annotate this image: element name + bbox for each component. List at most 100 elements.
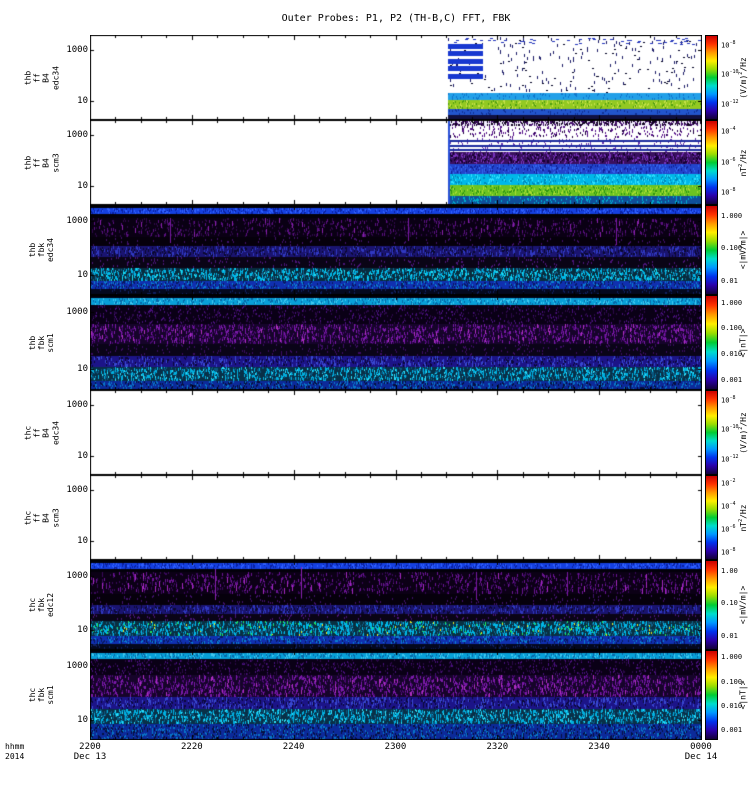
y-axis-label-thc-ff-B4-scm3: thc ff B4 scm3 [24, 475, 61, 560]
colorbar-tick-label: 0.001 [721, 726, 743, 735]
colorbar-thc-fbk-scm1 [705, 650, 718, 740]
colorbar-thb-ff-B4-edc34 [705, 35, 718, 120]
x-tick-label: 2220 [181, 742, 203, 752]
colorbar-tick-label: 0.01 [721, 276, 738, 285]
y-tick-label: 1000 [66, 485, 88, 496]
x-axis-labels: 2200 Dec 13 2220 2240 2300 2320 2340 0000 Dec 14 [0, 742, 750, 768]
y-axis-label-thc-fbk-scm1: thc fbk scm1 [28, 650, 56, 740]
y-tick-label: 10 [77, 536, 88, 547]
x-axis-corner-label: hhmm 2014 [5, 742, 25, 762]
y-tick-label: 10 [77, 96, 88, 107]
colorbar-tick-label: 10-4 [721, 126, 736, 136]
colorbar-unit-label: (V/m)2/Hz [735, 35, 750, 120]
y-tick-label: 10 [77, 181, 88, 192]
colorbar-tick-label: 0.010 [721, 701, 743, 710]
y-axis-label-thb-ff-B4-scm3: thb ff B4 scm3 [24, 120, 61, 205]
colorbar-tick-label: 10-10 [721, 424, 739, 434]
colorbar-thb-ff-B4-scm3 [705, 120, 718, 205]
y-axis-label-thb-fbk-edc34: thb fbk edc34 [28, 205, 56, 295]
y-axis-label-text: thc fbk edc12 [28, 592, 56, 618]
spectrogram-thb-ff-B4-scm3 [90, 120, 702, 205]
colorbar-unit-text: (V/m)2/Hz [737, 56, 748, 99]
spectrogram-thb-fbk-edc34 [90, 205, 702, 295]
y-axis-label-text: thc ff B4 scm3 [23, 507, 61, 528]
panel-thb-fbk-scm1: thb fbk scm1 1000 10 1.000 0.100 0.010 0.001 <|… [0, 295, 750, 390]
y-axis-label-text: thb ff B4 edc34 [23, 65, 61, 90]
colorbar-unit-label: <|nT|> [735, 295, 750, 390]
colorbar-unit-text: <|mV/m|> [738, 230, 747, 270]
colorbar-unit-label: <|mV/m|> [735, 205, 750, 295]
colorbar-unit-text: <|mV/m|> [738, 585, 747, 625]
colorbar-unit-label: <|nT|> [735, 650, 750, 740]
colorbar-unit-text: nT2/Hz [737, 503, 748, 532]
y-axis-label-text: thb fbk scm1 [28, 332, 56, 353]
colorbar-tick-label: 10-12 [721, 454, 739, 464]
colorbar-unit-label: (V/m)2/Hz [735, 390, 750, 475]
y-tick-label: 1000 [66, 45, 88, 56]
colorbar-tick-label: 1.00 [721, 566, 738, 575]
colorbar-tick-label: 0.01 [721, 631, 738, 640]
colorbar-unit-text: <|nT|> [738, 328, 747, 357]
colorbar-thb-fbk-scm1 [705, 295, 718, 390]
colorbar-tick-label: 1.000 [721, 298, 743, 307]
y-axis-label-text: thb ff B4 scm3 [23, 152, 61, 173]
colorbar-thc-fbk-edc12 [705, 560, 718, 650]
y-axis-label-text: thb fbk edc34 [28, 237, 56, 263]
colorbar-tick-label: 1.000 [721, 653, 743, 662]
y-tick-label: 1000 [66, 216, 88, 227]
x-date-label: Dec 13 [73, 752, 107, 762]
colorbar-tick-label: 0.100 [721, 677, 743, 686]
colorbar-tick-label: 10-6 [721, 156, 736, 167]
spectrogram-thc-fbk-edc12 [90, 560, 702, 650]
y-tick-label: 10 [77, 364, 88, 375]
y-tick-label: 10 [77, 451, 88, 462]
y-axis-label-thc-ff-B4-edc34: thc ff B4 edc34 [24, 390, 61, 475]
panel-thb-fbk-edc34: thb fbk edc34 1000 10 1.000 0.100 0.01 <|mV/m|… [0, 205, 750, 295]
colorbar-thb-fbk-edc34 [705, 205, 718, 295]
y-tick-label: 10 [77, 715, 88, 726]
colorbar-unit-text: nT2/Hz [737, 148, 748, 177]
x-tick-label: 2340 [588, 742, 610, 752]
y-tick-label: 1000 [66, 571, 88, 582]
x-tick-label: 2240 [282, 742, 305, 752]
colorbar-tick-label: 0.100 [721, 324, 743, 333]
y-tick-label: 10 [77, 270, 88, 281]
x-tick-label: 0000 [690, 742, 712, 752]
colorbar-unit-text: <|nT|> [738, 680, 747, 710]
y-tick-label: 1000 [66, 400, 88, 411]
colorbar-tick-label: 0.010 [721, 349, 743, 358]
colorbar-unit-text: (V/m)2/Hz [737, 411, 748, 454]
colorbar-thc-ff-B4-scm3 [705, 475, 718, 560]
colorbar-thc-ff-B4-edc34 [705, 390, 718, 475]
spectrogram-thc-fbk-scm1 [90, 650, 702, 740]
x-tick-label: 2320 [486, 742, 509, 752]
colorbar-tick-label: 0.10 [721, 599, 738, 608]
y-axis-label-text: thc fbk scm1 [28, 685, 56, 705]
y-axis-label-thb-ff-B4-edc34: thb ff B4 edc34 [24, 35, 61, 120]
colorbar-tick-label: 0.001 [721, 375, 743, 384]
colorbar-tick-label: 10-2 [721, 477, 736, 488]
y-tick-label: 1000 [66, 661, 88, 672]
panel-thc-fbk-scm1: thc fbk scm1 1000 10 1.000 0.100 0.010 0.001 <|… [0, 650, 750, 740]
colorbar-tick-label: 10-4 [721, 500, 736, 511]
colorbar-tick-label: 10-8 [721, 546, 736, 556]
colorbar-tick-label: 10-8 [721, 187, 736, 197]
panel-thb-ff-B4-scm3: thb ff B4 scm3 1000 10 10-4 10-6 10-8 nT2/Hz [0, 120, 750, 205]
figure-title: Outer Probes: P1, P2 (TH-B,C) FFT, FBK [281, 13, 511, 24]
y-tick-label: 10 [77, 625, 88, 636]
colorbar-tick-label: 10-8 [721, 394, 736, 404]
panel-thb-ff-B4-edc34: thb ff B4 edc34 1000 10 10-8 10-10 10-12 (V/m)… [0, 35, 750, 120]
x-tick-label: 2200 [79, 742, 101, 752]
panel-thc-ff-B4-edc34: thc ff B4 edc34 1000 10 10-8 10-10 10-12 (V/m)… [0, 390, 750, 475]
y-tick-label: 1000 [66, 307, 88, 318]
colorbar-tick-label: 1.000 [721, 211, 743, 220]
spectrogram-thc-ff-B4-scm3 [90, 475, 702, 560]
colorbar-tick-label: 10-8 [721, 39, 736, 49]
colorbar-unit-label: <|mV/m|> [735, 560, 750, 650]
colorbar-tick-label: 10-10 [721, 69, 739, 79]
y-tick-label: 1000 [66, 130, 88, 141]
colorbar-tick-label: 0.100 [721, 244, 743, 253]
y-axis-label-thb-fbk-scm1: thb fbk scm1 [28, 295, 56, 390]
panel-thc-fbk-edc12: thc fbk edc12 1000 10 1.00 0.10 0.01 <|mV/m|> [0, 560, 750, 650]
